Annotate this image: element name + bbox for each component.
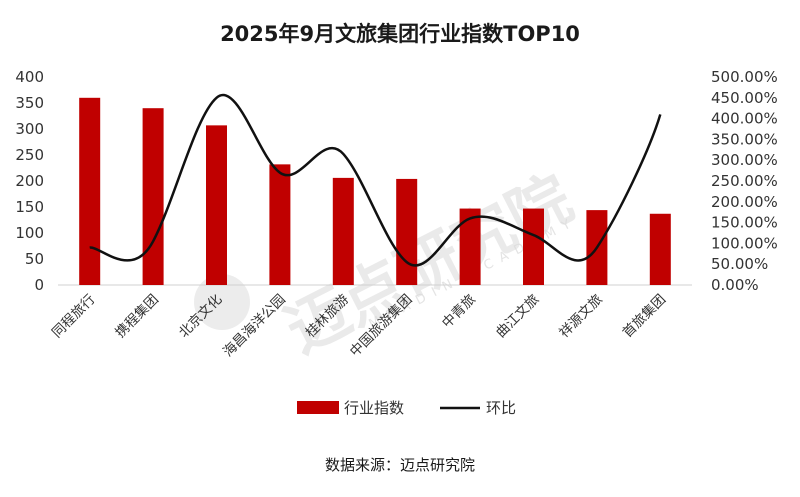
bar-7 — [459, 208, 481, 285]
y-right-tick-label: 100.00% — [711, 234, 778, 252]
source-note: 数据来源：迈点研究院 — [325, 456, 475, 474]
legend: 行业指数 环比 — [297, 399, 516, 417]
y-axis-right: 0.00% 50.00% 100.00% 150.00% 200.00% 250.00% 3… — [711, 68, 778, 294]
legend-label-bar: 行业指数 — [344, 399, 404, 417]
bar-2 — [142, 108, 164, 285]
bar-4 — [269, 164, 291, 285]
line-ratio — [89, 93, 662, 267]
x-tick-label: 曲江文旅 — [493, 292, 542, 341]
x-tick-label: 携程集团 — [112, 292, 161, 341]
watermark-logo-icon — [194, 274, 250, 330]
y-right-tick-label: 200.00% — [711, 193, 778, 211]
x-tick-label: 祥源文旅 — [556, 292, 605, 341]
bar-5 — [332, 177, 354, 285]
y-left-tick-label: 400 — [15, 68, 44, 86]
y-left-tick-label: 50 — [25, 250, 44, 268]
x-tick-label: 同程旅行 — [49, 292, 98, 341]
x-tick-label: 中青旅 — [439, 292, 479, 332]
bar-3 — [206, 125, 227, 285]
bar-10 — [649, 213, 671, 285]
y-left-tick-label: 300 — [15, 120, 44, 138]
chart-title: 2025年9月文旅集团行业指数TOP10 — [220, 22, 580, 46]
y-right-tick-label: 350.00% — [711, 130, 778, 148]
y-right-tick-label: 150.00% — [711, 214, 778, 232]
y-left-tick-label: 0 — [34, 276, 44, 294]
legend-label-line: 环比 — [486, 399, 516, 417]
y-right-tick-label: 0.00% — [711, 276, 759, 294]
y-right-tick-label: 500.00% — [711, 68, 778, 86]
y-left-tick-label: 200 — [15, 172, 44, 190]
y-right-tick-label: 450.00% — [711, 89, 778, 107]
bar-series — [79, 97, 671, 285]
y-left-tick-label: 150 — [15, 198, 44, 216]
y-right-tick-label: 50.00% — [711, 255, 768, 273]
y-right-tick-label: 300.00% — [711, 151, 778, 169]
y-left-tick-label: 250 — [15, 146, 44, 164]
y-left-tick-label: 100 — [15, 224, 44, 242]
line-series — [89, 93, 662, 267]
bar-8 — [523, 208, 544, 285]
bar-6 — [396, 178, 418, 285]
y-right-tick-label: 400.00% — [711, 110, 778, 128]
bar-1 — [79, 97, 101, 285]
x-tick-label: 首旅集团 — [620, 292, 669, 341]
legend-swatch-bar — [297, 401, 339, 414]
y-axis-left: 0 50 100 150 200 250 300 350 400 — [15, 68, 44, 294]
y-right-tick-label: 250.00% — [711, 172, 778, 190]
y-left-tick-label: 350 — [15, 94, 44, 112]
